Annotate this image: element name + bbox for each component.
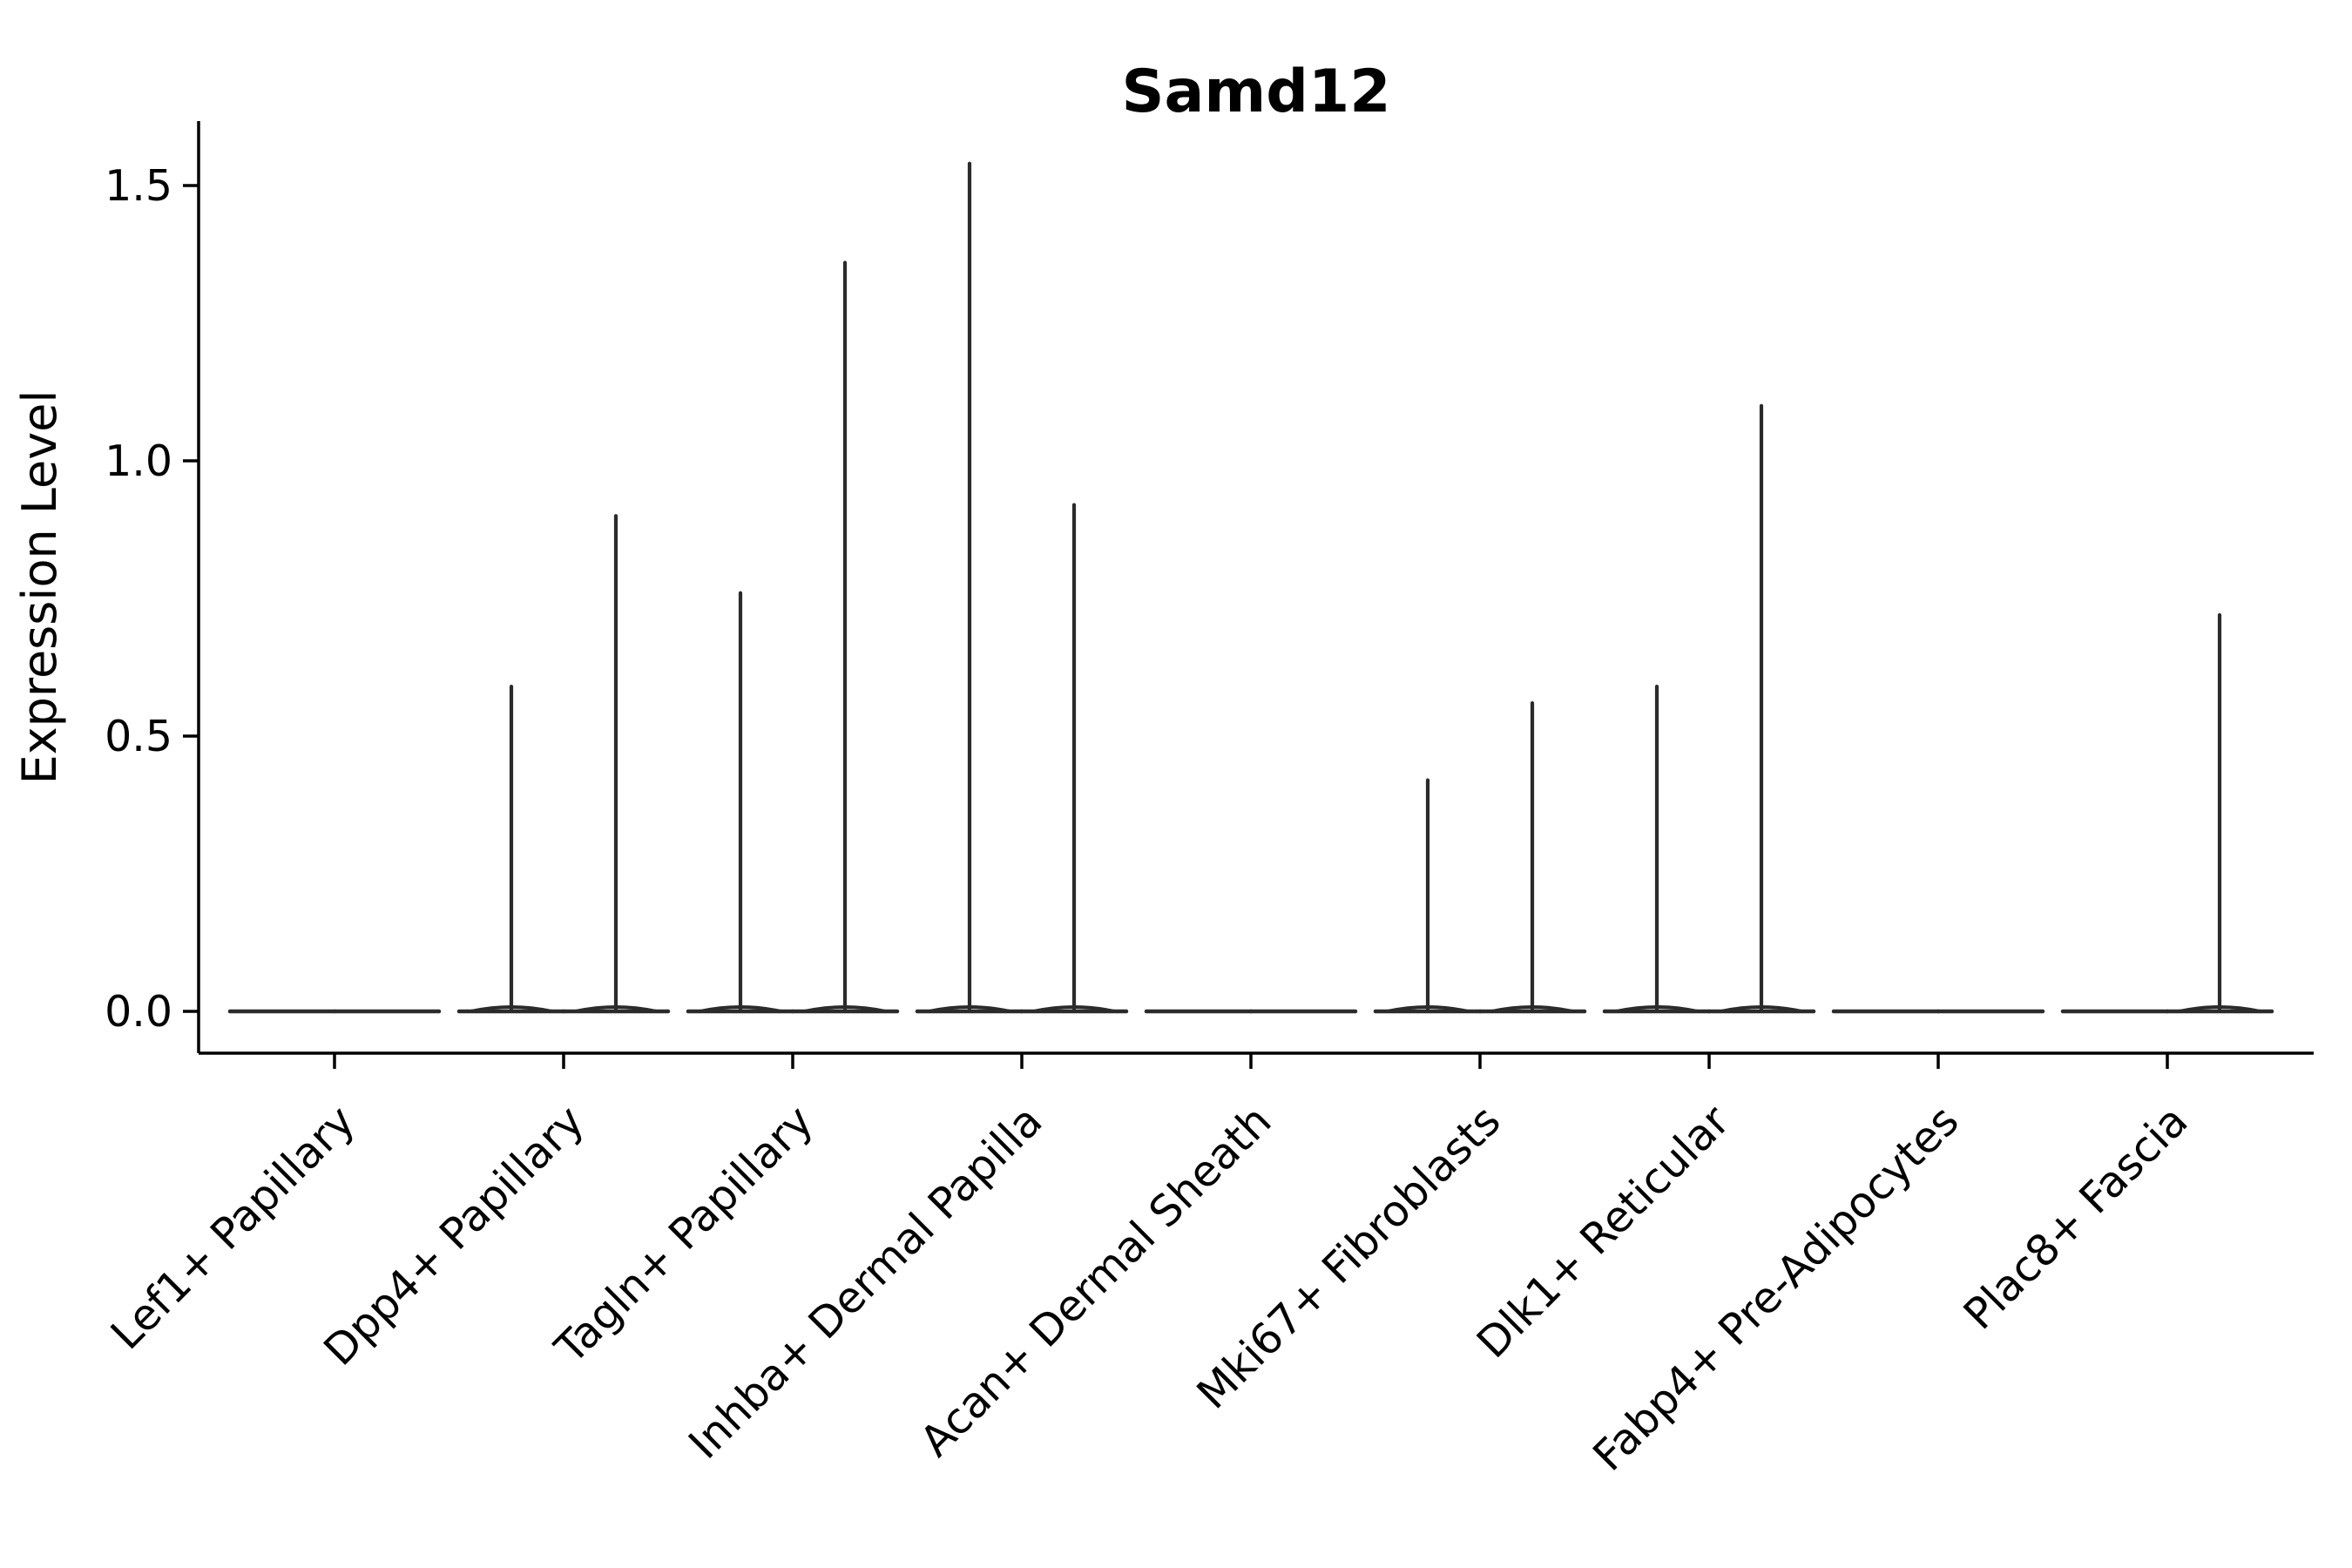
violin-right <box>790 260 900 1014</box>
violins <box>227 161 2274 1014</box>
x-tick-label: Dlk1+ Reticular <box>1468 1096 1740 1369</box>
x-tick-label: Fabp4+ Pre-Adipocytes <box>1584 1096 1969 1481</box>
violin-right <box>2165 612 2274 1014</box>
violin-left <box>1602 685 1712 1014</box>
violin-right <box>1477 700 1587 1014</box>
violin-right <box>561 514 671 1014</box>
violin-left <box>686 591 795 1014</box>
chart-title: Samd12 <box>1121 57 1390 126</box>
y-tick-label: 0.0 <box>105 987 172 1037</box>
y-tick-label: 0.5 <box>105 712 172 761</box>
y-tick-label: 1.5 <box>105 161 172 211</box>
violin-right <box>1019 503 1129 1014</box>
y-axis-label: Expression Level <box>12 390 67 785</box>
violin-right <box>1707 403 1816 1014</box>
violin-left <box>915 161 1024 1014</box>
y-tick-label: 1.0 <box>105 436 172 486</box>
violin-left <box>1373 778 1483 1014</box>
violin-left <box>456 685 566 1014</box>
x-tick-label: Plac8+ Fascia <box>1954 1096 2197 1339</box>
x-tick-label: Lef1+ Papillary <box>101 1096 364 1359</box>
